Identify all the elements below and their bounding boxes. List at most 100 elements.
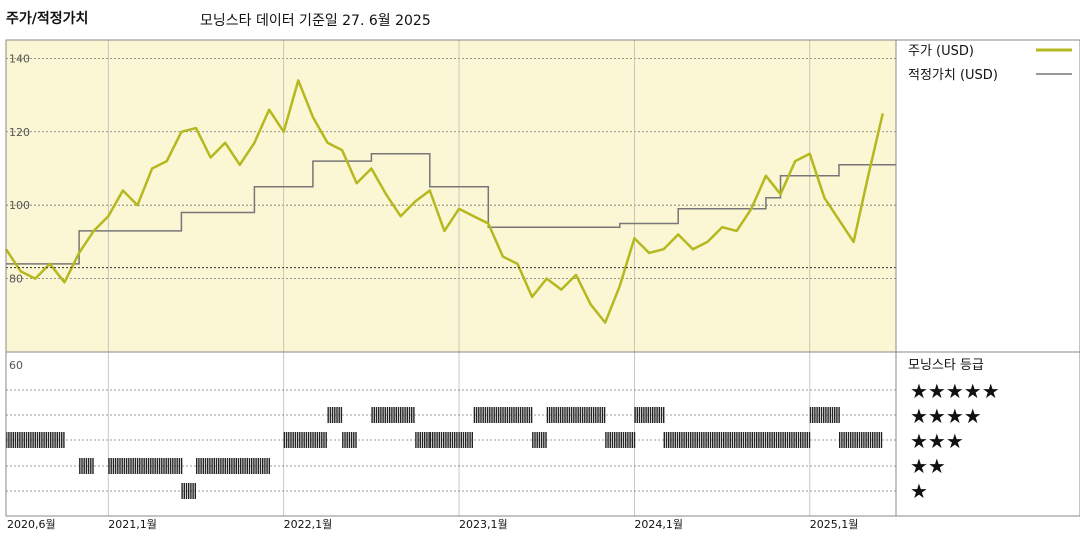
- rating-tick-mark: [484, 407, 487, 423]
- rating-segment: [196, 458, 270, 474]
- rating-tick-mark: [847, 432, 850, 448]
- rating-tick-mark: [597, 407, 599, 423]
- rating-tick-mark: [253, 458, 255, 474]
- rating-tick-mark: [605, 432, 607, 448]
- rating-tick-mark: [616, 432, 618, 448]
- rating-tick-mark: [601, 407, 604, 423]
- rating-tick-mark: [215, 458, 218, 474]
- rating-tick-mark: [611, 432, 614, 448]
- rating-tick-mark: [534, 432, 536, 448]
- rating-tick-mark: [773, 432, 775, 448]
- rating-tick-mark: [825, 407, 827, 423]
- rating-tick-mark: [378, 407, 380, 423]
- rating-segment: [415, 432, 430, 448]
- rating-tick-mark: [325, 432, 327, 448]
- rating-segment: [283, 432, 327, 448]
- rating-segment: [634, 407, 665, 423]
- rating-tick-mark: [793, 432, 795, 448]
- rating-segment: [473, 407, 533, 423]
- rating-tick-mark: [382, 407, 384, 423]
- rating-tick-mark: [658, 407, 660, 423]
- rating-tick-mark: [694, 432, 696, 448]
- rating-tick-mark: [380, 407, 382, 423]
- rating-tick-mark: [167, 458, 170, 474]
- rating-tick-mark: [143, 458, 145, 474]
- rating-tick-mark: [266, 458, 268, 474]
- rating-tick-mark: [371, 407, 373, 423]
- rating-tick-mark: [251, 458, 253, 474]
- rating-tick-mark: [125, 458, 128, 474]
- x-tick-label: 2023,1월: [459, 518, 508, 531]
- rating-tick-mark: [63, 432, 65, 448]
- rating-tick-mark: [725, 432, 727, 448]
- rating-tick-mark: [723, 432, 725, 448]
- rating-tick-mark: [607, 432, 609, 448]
- rating-tick-mark: [445, 432, 447, 448]
- rating-tick-mark: [663, 407, 665, 423]
- rating-tick-mark: [436, 432, 438, 448]
- rating-tick-mark: [134, 458, 137, 474]
- rating-tick-mark: [756, 432, 758, 448]
- rating-tick-mark: [229, 458, 231, 474]
- rating-tick-mark: [789, 432, 791, 448]
- rating-tick-mark: [19, 432, 21, 448]
- price-plot-area: [6, 40, 896, 352]
- rating-tick-mark: [562, 407, 564, 423]
- rating-tick-mark: [348, 432, 351, 448]
- rating-tick-mark: [566, 407, 568, 423]
- rating-tick-mark: [482, 407, 484, 423]
- rating-tick-mark: [257, 458, 259, 474]
- rating-tick-mark: [809, 407, 812, 423]
- rating-tick-mark: [384, 407, 386, 423]
- rating-tick-mark: [769, 432, 771, 448]
- rating-tick-mark: [584, 407, 586, 423]
- rating-tick-mark: [473, 407, 476, 423]
- rating-tick-mark: [647, 407, 649, 423]
- rating-tick-mark: [636, 407, 638, 423]
- rating-tick-mark: [515, 407, 517, 423]
- rating-levels: ★★★★★★★★★★★★★★★: [910, 379, 1000, 503]
- rating-tick-mark: [183, 483, 185, 499]
- rating-tick-mark: [47, 432, 50, 448]
- rating-tick-mark: [816, 407, 818, 423]
- rating-tick-mark: [522, 407, 524, 423]
- rating-segment: [605, 432, 636, 448]
- chart-frame: [5, 39, 1080, 517]
- rating-tick-mark: [540, 432, 543, 448]
- rating-tick-mark: [502, 407, 504, 423]
- rating-tick-mark: [475, 407, 478, 423]
- rating-tick-mark: [17, 432, 19, 448]
- rating-tick-mark: [43, 432, 45, 448]
- rating-tick-mark: [665, 432, 668, 448]
- rating-tick-mark: [434, 432, 436, 448]
- rating-tick-mark: [204, 458, 207, 474]
- rating-tick-mark: [458, 432, 460, 448]
- page-title: 주가/적정가치: [6, 11, 89, 27]
- rating-tick-mark: [406, 407, 408, 423]
- rating-tick-mark: [625, 432, 627, 448]
- rating-tick-mark: [545, 432, 547, 448]
- rating-tick-mark: [130, 458, 132, 474]
- rating-tick-mark: [812, 407, 814, 423]
- rating-tick-mark: [532, 432, 534, 448]
- rating-tick-mark: [327, 407, 329, 423]
- rating-tick-mark: [443, 432, 445, 448]
- x-tick-label: 2021,1월: [108, 518, 157, 531]
- rating-tick-mark: [660, 407, 663, 423]
- rating-tick-mark: [209, 458, 211, 474]
- price-series-line: [4, 79, 885, 324]
- rating-tick-mark: [736, 432, 738, 448]
- rating-tick-mark: [41, 432, 43, 448]
- rating-tick-mark: [568, 407, 571, 423]
- rating-tick-mark: [767, 432, 769, 448]
- rating-tick-mark: [668, 432, 670, 448]
- rating-tick-mark: [670, 432, 672, 448]
- rating-tick-mark: [614, 432, 616, 448]
- rating-tick-mark: [344, 432, 346, 448]
- rating-tick-mark: [259, 458, 262, 474]
- rating-tick-mark: [738, 432, 740, 448]
- rating-tick-mark: [438, 432, 440, 448]
- rating-segment: [6, 432, 65, 448]
- rating-tick-mark: [692, 432, 694, 448]
- rating-tick-mark: [506, 407, 509, 423]
